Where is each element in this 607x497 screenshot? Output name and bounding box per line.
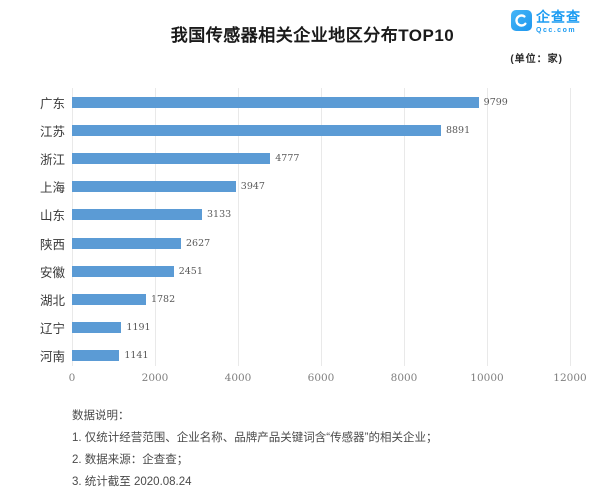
gridline bbox=[487, 88, 488, 366]
bar bbox=[72, 209, 203, 221]
bar-row: 陕西 2627 bbox=[0, 229, 570, 257]
x-tick-label: 10000 bbox=[470, 372, 504, 384]
x-tick-label: 12000 bbox=[553, 372, 587, 384]
bar-row: 浙江 4777 bbox=[0, 144, 570, 172]
bar-track: 3947 bbox=[72, 181, 570, 193]
bar-row: 安徽 2451 bbox=[0, 257, 570, 285]
bar bbox=[72, 265, 174, 277]
unit-label: (单位：家) bbox=[510, 54, 563, 65]
bar-track: 1141 bbox=[72, 350, 570, 362]
x-tick-label: 0 bbox=[68, 372, 76, 384]
data-notes: 数据说明： 1. 仅统计经营范围、企业名称、品牌产品关键词含“传感器”的相关企业… bbox=[72, 405, 437, 493]
bar-rows: 广东 9799 江苏 8891 浙江 4777 上海 3947 山东 3133 陕西 2627 安徽 24… bbox=[0, 88, 570, 370]
chart-title: 我国传感器相关企业地区分布TOP10 bbox=[170, 26, 455, 45]
bar-chart-plot: 广东 9799 江苏 8891 浙江 4777 上海 3947 山东 3133 陕西 2627 安徽 24… bbox=[0, 88, 571, 370]
x-tick-label: 8000 bbox=[390, 372, 418, 384]
x-axis: 0 2000 4000 6000 8000 10000 12000 bbox=[68, 372, 587, 386]
notes-line-3: 3. 统计截至 2020.08.24 bbox=[72, 476, 192, 488]
bar-row: 上海 3947 bbox=[0, 173, 570, 201]
bar bbox=[72, 124, 441, 136]
x-tick-label: 6000 bbox=[307, 372, 335, 384]
notes-line-2: 2. 数据来源：企查查； bbox=[72, 454, 189, 466]
x-tick-label: 4000 bbox=[224, 372, 252, 384]
value-label: 2627 bbox=[186, 237, 211, 249]
category-label: 山东 bbox=[39, 209, 65, 224]
value-label: 1782 bbox=[150, 293, 176, 305]
bar-track: 8891 bbox=[72, 124, 570, 136]
qcc-logo-name: 企查查 bbox=[536, 9, 581, 25]
value-label: 2451 bbox=[178, 265, 203, 277]
bar bbox=[72, 237, 182, 249]
gridline bbox=[155, 88, 156, 366]
value-label: 3947 bbox=[240, 181, 265, 193]
value-label: 1191 bbox=[126, 322, 151, 334]
value-label: 3133 bbox=[207, 209, 232, 221]
bar-row: 山东 3133 bbox=[0, 201, 570, 229]
category-label: 陕西 bbox=[39, 237, 65, 252]
category-label: 河南 bbox=[39, 350, 65, 365]
bar-track: 2451 bbox=[72, 265, 570, 277]
bar-track: 1191 bbox=[72, 322, 570, 334]
bar-row: 湖北 1782 bbox=[0, 285, 570, 313]
bar bbox=[72, 322, 122, 334]
bar-track: 3133 bbox=[72, 209, 570, 221]
category-label: 江苏 bbox=[39, 124, 65, 139]
bar-row: 河南 1141 bbox=[0, 342, 570, 370]
gridlines bbox=[72, 88, 571, 366]
value-label: 4777 bbox=[275, 152, 300, 164]
gridline bbox=[238, 88, 239, 366]
gridline bbox=[570, 88, 571, 366]
bar-row: 江苏 8891 bbox=[0, 116, 570, 144]
qcc-logo: 企查查 Qcc.com bbox=[511, 10, 581, 34]
category-label: 湖北 bbox=[39, 293, 65, 308]
bar-track: 1782 bbox=[72, 293, 570, 305]
value-label: 8891 bbox=[445, 124, 471, 136]
x-tick-label: 2000 bbox=[141, 372, 169, 384]
value-label: 9799 bbox=[483, 96, 508, 108]
qcc-logo-icon bbox=[511, 10, 532, 31]
bar bbox=[72, 152, 271, 164]
bar bbox=[72, 181, 236, 193]
bar bbox=[72, 350, 120, 362]
notes-heading: 数据说明： bbox=[72, 410, 130, 422]
value-label: 1141 bbox=[124, 350, 149, 362]
bar bbox=[72, 293, 146, 305]
gridline bbox=[404, 88, 405, 366]
bar-row: 辽宁 1191 bbox=[0, 314, 570, 342]
bar-row: 广东 9799 bbox=[0, 88, 570, 116]
category-label: 广东 bbox=[39, 96, 65, 111]
gridline bbox=[321, 88, 322, 366]
bar-track: 9799 bbox=[72, 96, 570, 108]
qcc-logo-domain: Qcc.com bbox=[536, 27, 577, 34]
category-label: 浙江 bbox=[39, 152, 65, 167]
gridline bbox=[72, 88, 73, 366]
category-label: 辽宁 bbox=[39, 322, 65, 337]
bar-track: 2627 bbox=[72, 237, 570, 249]
category-label: 安徽 bbox=[39, 265, 65, 280]
qcc-logo-text: 企查查 Qcc.com bbox=[536, 10, 581, 34]
category-label: 上海 bbox=[39, 181, 65, 196]
bar-track: 4777 bbox=[72, 152, 570, 164]
notes-line-1: 1. 仅统计经营范围、企业名称、品牌产品关键词含“传感器”的相关企业； bbox=[72, 432, 438, 444]
bar bbox=[72, 96, 479, 108]
